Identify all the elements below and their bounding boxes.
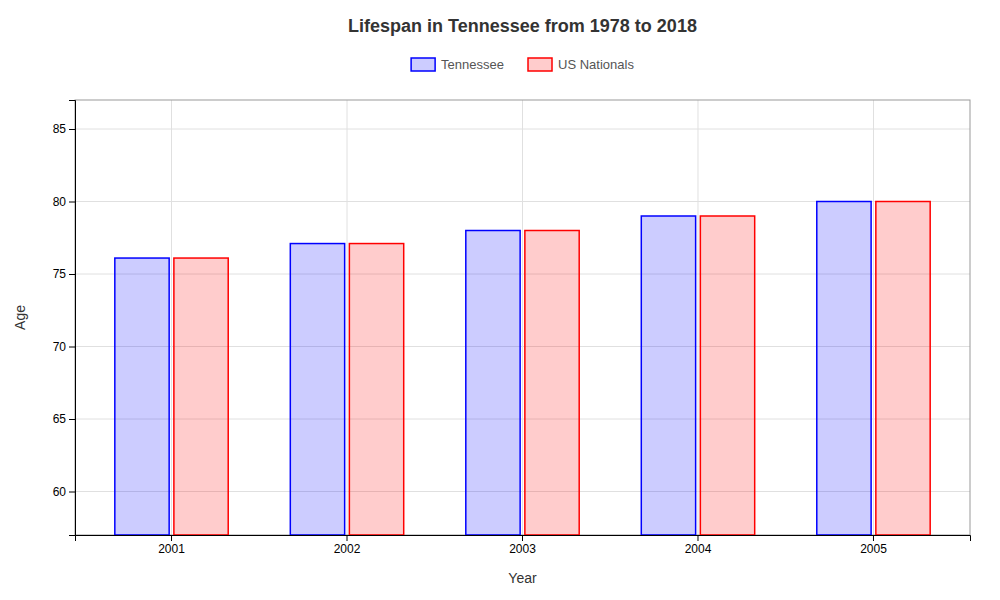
grid-line-x	[171, 100, 172, 535]
tick: 2005	[860, 535, 887, 556]
tick: 85	[53, 122, 75, 136]
bar	[641, 216, 695, 535]
tick: 70	[53, 340, 75, 354]
tick-mark	[69, 347, 75, 348]
plot: 60 65 70 75 80 85 2001 2002 2003 2004 2005 Year Age	[12, 100, 971, 586]
bar	[817, 202, 871, 536]
legend-label: Tennessee	[441, 57, 504, 72]
grid-line-x	[347, 100, 348, 535]
bar	[700, 216, 754, 535]
tick-mark	[873, 535, 874, 541]
bar	[525, 231, 579, 536]
bar	[174, 258, 228, 535]
bar	[349, 244, 403, 535]
series	[174, 202, 930, 536]
tick-mark	[697, 535, 698, 541]
bar	[290, 244, 344, 535]
series	[115, 202, 871, 536]
tick: 2003	[509, 535, 536, 556]
bar	[115, 258, 169, 535]
tick-mark	[69, 492, 75, 493]
tick: 2002	[334, 535, 361, 556]
bars	[115, 202, 930, 536]
y-axis-title: Age	[12, 305, 28, 330]
tick: 65	[53, 412, 75, 426]
axis-line	[76, 536, 971, 542]
grid-line-x	[873, 100, 874, 535]
tick-label: 2003	[509, 542, 536, 556]
grid	[75, 100, 970, 535]
tick-label: 2001	[158, 542, 185, 556]
legend: Tennessee US Nationals	[411, 57, 634, 72]
tick-mark	[69, 274, 75, 275]
legend-swatch	[528, 58, 552, 71]
x-axis: 2001 2002 2003 2004 2005	[76, 535, 971, 556]
y-axis: 60 65 70 75 80 85	[53, 101, 76, 536]
tick-label: 80	[53, 195, 67, 209]
tick: 60	[53, 485, 75, 499]
tick-label: 2005	[860, 542, 887, 556]
tick: 2004	[685, 535, 712, 556]
axis-line	[69, 101, 76, 536]
tick-label: 85	[53, 122, 67, 136]
tick: 75	[53, 267, 75, 281]
legend-label: US Nationals	[558, 57, 634, 72]
title: Lifespan in Tennessee from 1978 to 2018	[348, 16, 697, 36]
bar	[466, 231, 520, 536]
tick-mark	[69, 419, 75, 420]
tick-label: 2002	[334, 542, 361, 556]
tick-mark	[171, 535, 172, 541]
tick-label: 75	[53, 267, 67, 281]
plot-frame	[75, 100, 970, 535]
grid-line-x	[697, 100, 698, 535]
legend-item: US Nationals	[528, 57, 634, 72]
tick-mark	[347, 535, 348, 541]
legend-swatch	[411, 58, 435, 71]
legend-item: Tennessee	[411, 57, 504, 72]
tick-label: 2004	[685, 542, 712, 556]
bar	[876, 202, 930, 536]
tick: 80	[53, 195, 75, 209]
chart: 60 65 70 75 80 85 2001 2002 2003 2004 2005 Year Age L…	[0, 0, 1000, 600]
tick-mark	[522, 535, 523, 541]
tick-mark	[69, 129, 75, 130]
tick-label: 60	[53, 485, 67, 499]
x-axis-title: Year	[508, 570, 537, 586]
tick-label: 65	[53, 412, 67, 426]
tick-mark	[69, 202, 75, 203]
grid-line-x	[522, 100, 523, 535]
tick: 2001	[158, 535, 185, 556]
tick-label: 70	[53, 340, 67, 354]
